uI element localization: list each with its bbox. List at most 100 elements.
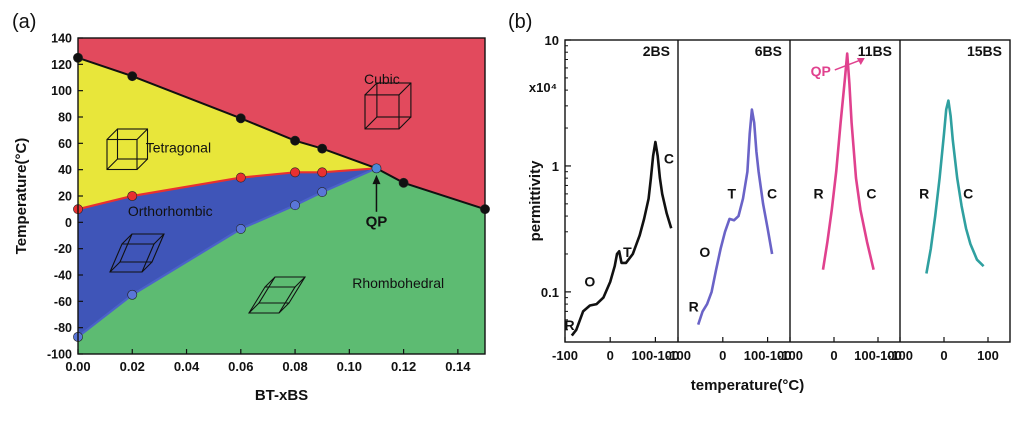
data-point <box>235 224 246 234</box>
cube-back <box>376 82 412 118</box>
y-tick-label: -40 <box>54 269 72 283</box>
series-line-15BS <box>925 99 985 274</box>
x-axis-label-b: temperature(°C) <box>691 377 805 394</box>
region-label: Tetragonal <box>146 140 211 156</box>
x-tick-label: -100 <box>665 348 691 363</box>
boundary-line <box>77 56 486 211</box>
x-tick-label: 100-100 <box>632 348 680 363</box>
subpanel-title: 2BS <box>643 43 670 59</box>
y-tick-label: 0 <box>65 216 72 230</box>
y-tick-label: 0.1 <box>541 285 559 300</box>
data-point <box>290 135 300 146</box>
x-tick-label: 0.00 <box>65 359 90 374</box>
y-tick-label: 120 <box>51 58 72 72</box>
cell-edge <box>294 276 306 288</box>
qp-label-b: QP <box>811 63 831 79</box>
y-tick-label: -20 <box>54 242 72 256</box>
cell-edge <box>248 302 260 314</box>
cell-edge <box>153 233 165 245</box>
phase-label: T <box>623 244 632 260</box>
orthorhombic-cell-icon <box>109 233 165 273</box>
cube-front <box>106 138 138 171</box>
phase-label: T <box>727 186 736 202</box>
subpanel-title: 11BS <box>858 43 892 59</box>
data-point <box>317 143 328 154</box>
rhombohedral-cell-icon <box>248 276 306 314</box>
qp-arrow-line-b <box>834 59 862 71</box>
region-cubic <box>78 38 485 210</box>
y-tick-label: 60 <box>58 137 72 151</box>
cube-edge <box>106 128 118 140</box>
cell-edge <box>141 261 153 273</box>
data-point <box>235 172 246 183</box>
data-point <box>235 113 246 124</box>
qp-point <box>371 163 382 174</box>
x-tick-label: 0 <box>607 348 614 363</box>
y-tick-label: 10 <box>545 33 559 48</box>
cube-edge <box>364 82 378 96</box>
tetragonal-cell-icon <box>106 128 149 171</box>
phase-label: R <box>919 186 929 202</box>
panel-label-b: (b) <box>508 11 532 33</box>
region-label: Orthorhombic <box>128 203 213 219</box>
series-line-6BS <box>696 108 774 326</box>
x-tick-label: -100 <box>887 348 913 363</box>
phase-label: C <box>767 186 777 202</box>
data-point <box>127 71 138 82</box>
data-point <box>290 200 300 211</box>
region-label: Cubic <box>364 71 400 87</box>
phase-label: R <box>689 298 699 314</box>
region-label: Rhombohedral <box>352 275 444 291</box>
cube-edge <box>398 82 412 96</box>
x-tick-label: 0.14 <box>445 359 471 374</box>
x-tick-label: 100-100 <box>854 348 902 363</box>
y-tick-label: -100 <box>47 348 72 362</box>
cube-front <box>364 94 400 130</box>
phase-label: C <box>866 186 876 202</box>
x-tick-label: 0.12 <box>391 359 416 374</box>
data-point <box>127 191 138 201</box>
x-tick-label: 0.08 <box>282 359 307 374</box>
subpanel-title: 6BS <box>755 43 782 59</box>
cube-edge <box>398 116 412 130</box>
series-line-2BS <box>570 140 673 337</box>
x-tick-label: 0 <box>830 348 837 363</box>
x-tick-label: -100 <box>777 348 803 363</box>
qp-label: QP <box>366 213 388 230</box>
x-tick-label: 0 <box>940 348 947 363</box>
cube-edge <box>364 116 378 130</box>
cell-edge <box>109 261 121 273</box>
x-tick-label: 100-100 <box>744 348 792 363</box>
y-tick-label: 1 <box>552 159 559 174</box>
phase-label: R <box>564 317 574 333</box>
y-tick-label: -60 <box>54 295 72 309</box>
phase-label: C <box>664 150 674 166</box>
region-orthorhombic <box>78 168 377 337</box>
qp-arrow-head-b <box>856 57 865 65</box>
y-tick-label: 80 <box>58 111 72 125</box>
y-tick-label: -80 <box>54 321 72 335</box>
panel-label-a: (a) <box>12 11 36 33</box>
data-point <box>317 187 328 197</box>
y-multiplier: x10⁴ <box>529 80 557 95</box>
y-tick-label: 100 <box>51 84 72 98</box>
cube-edge <box>106 158 118 170</box>
x-tick-label: 0.04 <box>174 359 200 374</box>
phase-label: O <box>584 274 595 290</box>
subpanel-title: 15BS <box>967 43 1002 59</box>
plot-frame-b <box>564 39 1011 343</box>
cell-edge <box>264 276 276 288</box>
cell-edge <box>121 233 133 245</box>
boundary-line <box>77 167 377 338</box>
x-tick-label: 0.02 <box>120 359 145 374</box>
boundary-line <box>77 167 377 211</box>
phase-label: O <box>699 244 710 260</box>
y-tick-label: 140 <box>51 32 72 46</box>
x-tick-label: 0.10 <box>337 359 362 374</box>
cube-back <box>116 128 149 160</box>
data-point <box>127 289 138 300</box>
data-point <box>290 167 300 178</box>
x-tick-label: -100 <box>552 348 578 363</box>
x-tick-label: 0.06 <box>228 359 253 374</box>
